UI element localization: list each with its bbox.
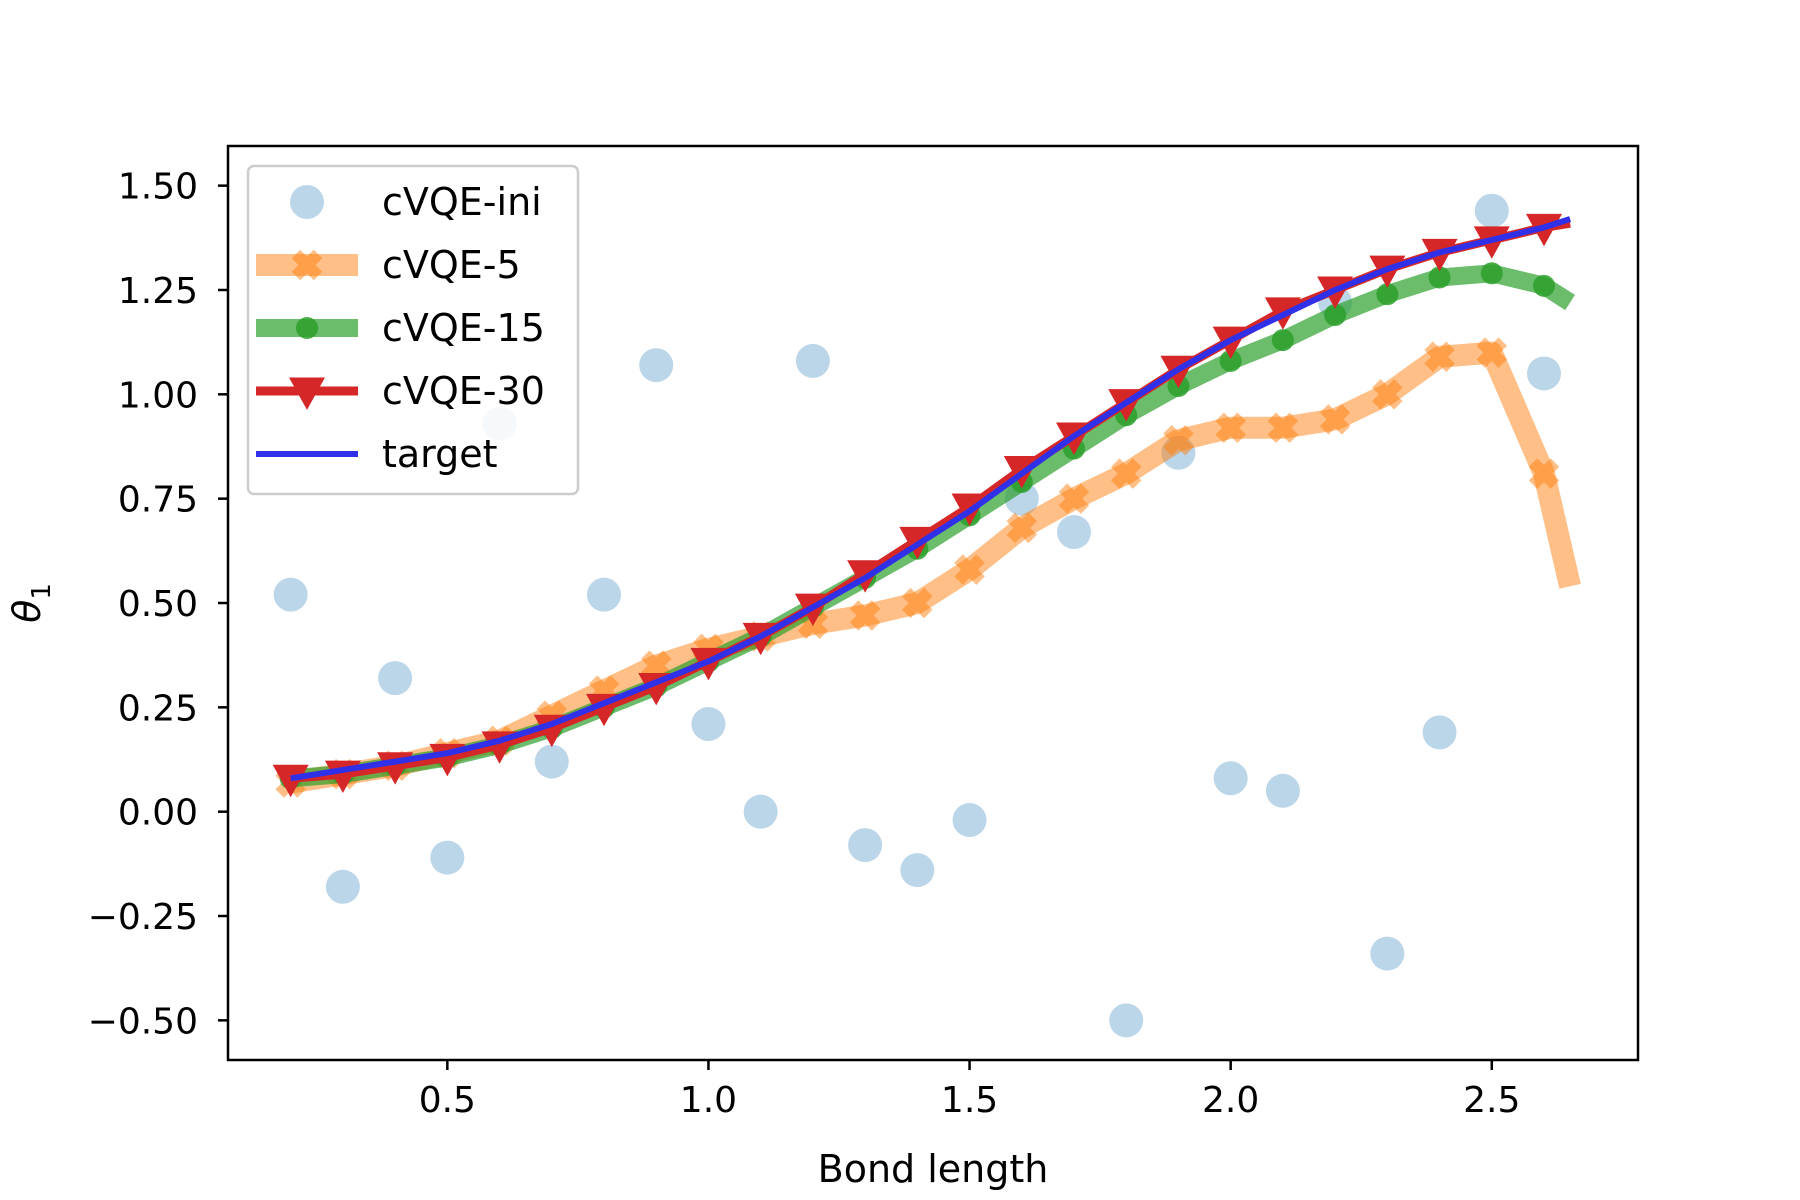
x-tick-label: 2.5 [1463,1080,1520,1121]
data-point-cvqe-30 [272,764,309,798]
data-point-cvqe-ini [1213,761,1248,796]
data-point-cvqe-ini [1527,356,1561,391]
data-point-cvqe-15 [1533,274,1555,297]
legend-label-cvqe-15: cVQE-15 [382,306,545,350]
data-point-cvqe-15 [1376,283,1399,306]
data-point-cvqe-ini [587,577,621,612]
series-target [290,216,1572,782]
legend-marker-cvqe-15 [296,317,318,339]
x-axis: 0.5 1.0 1.5 2.0 2.5 [419,1060,1520,1121]
y-tick-label: −0.50 [88,1001,198,1042]
data-point-cvqe-ini [273,577,308,612]
data-point-cvqe-ini [325,869,360,904]
series-cvqe-ini [273,193,1561,1038]
legend-marker-cvqe-5 [291,249,323,281]
data-point-cvqe-ini [691,707,726,742]
y-axis-label-subscript: 1 [27,583,57,600]
y-axis-label: θ1 [5,583,57,623]
data-point-cvqe-5 [1110,458,1142,489]
legend-label-target: target [382,432,498,476]
y-tick-label: 0.00 [118,793,198,834]
data-point-cvqe-5 [1006,512,1038,544]
data-point-cvqe-ini [795,343,830,378]
data-point-cvqe-ini [1265,773,1300,808]
data-point-cvqe-5 [1372,379,1403,410]
legend-entry-cvqe-30: cVQE-30 [256,369,545,413]
data-point-cvqe-ini [378,661,413,696]
y-tick-label: 1.00 [118,375,198,416]
data-point-cvqe-15 [1480,262,1503,285]
legend-marker-cvqe-ini [290,185,324,219]
data-point-cvqe-ini [430,840,465,875]
data-point-cvqe-ini [534,744,569,779]
x-tick-label: 2.0 [1202,1080,1259,1121]
data-point-cvqe-ini [1474,193,1509,228]
legend-marker-cvqe-30 [289,377,325,410]
data-point-cvqe-5 [1528,458,1560,489]
legend-box [246,164,580,496]
y-tick-label: −0.25 [88,897,198,938]
legend-label-cvqe-ini: cVQE-ini [382,180,542,224]
legend: cVQE-ini cVQE-5 cVQE-15 cVQE-30 target [246,164,580,496]
series-line-target [290,216,1572,782]
svg-text:θ1: θ1 [5,583,57,623]
data-point-cvqe-15 [1271,329,1294,352]
data-point-cvqe-5 [1424,341,1455,373]
data-point-cvqe-5 [1215,412,1246,443]
data-point-cvqe-5 [640,650,672,681]
legend-entry-cvqe-ini: cVQE-ini [290,180,542,224]
x-tick-label: 1.0 [680,1080,737,1121]
legend-label-cvqe-5: cVQE-5 [382,243,521,287]
data-point-cvqe-5 [1058,483,1090,514]
data-point-cvqe-15 [1219,349,1242,372]
y-tick-label: 0.75 [118,480,198,521]
data-point-cvqe-15 [1324,304,1347,327]
x-tick-label: 0.5 [419,1080,476,1121]
data-point-cvqe-5 [954,554,985,585]
data-point-cvqe-ini [1370,936,1405,971]
data-point-cvqe-15 [1428,266,1451,289]
data-point-cvqe-ini [1057,515,1091,550]
data-point-cvqe-ini [900,853,935,888]
data-point-cvqe-ini [743,794,778,829]
data-point-cvqe-5 [1319,404,1351,435]
data-point-cvqe-5 [849,600,881,631]
y-tick-label: 0.25 [118,688,198,729]
legend-entry-cvqe-5: cVQE-5 [256,243,521,287]
data-point-cvqe-ini [1422,715,1457,750]
x-tick-label: 1.5 [941,1080,998,1121]
data-point-cvqe-ini [1109,1003,1144,1038]
data-point-cvqe-ini [639,348,674,383]
y-axis-label-symbol: θ [5,600,49,623]
y-tick-label: 1.25 [118,271,198,312]
legend-entry-target: target [256,432,498,476]
data-point-cvqe-5 [1267,412,1299,443]
legend-entry-cvqe-15: cVQE-15 [256,306,545,350]
data-point-cvqe-ini [952,803,987,838]
data-point-cvqe-5 [1163,424,1194,456]
series-layer [272,193,1581,1038]
data-point-cvqe-5 [902,587,933,619]
y-tick-label: 1.50 [118,167,198,208]
y-tick-label: 0.50 [118,584,198,625]
y-axis: −0.50 −0.25 0.00 0.25 0.50 0.75 1.00 1.25 1.50 [88,167,228,1042]
legend-label-cvqe-30: cVQE-30 [382,369,545,413]
data-point-cvqe-5 [1476,337,1508,368]
data-point-cvqe-ini [848,828,883,863]
x-axis-label: Bond length [818,1147,1049,1191]
